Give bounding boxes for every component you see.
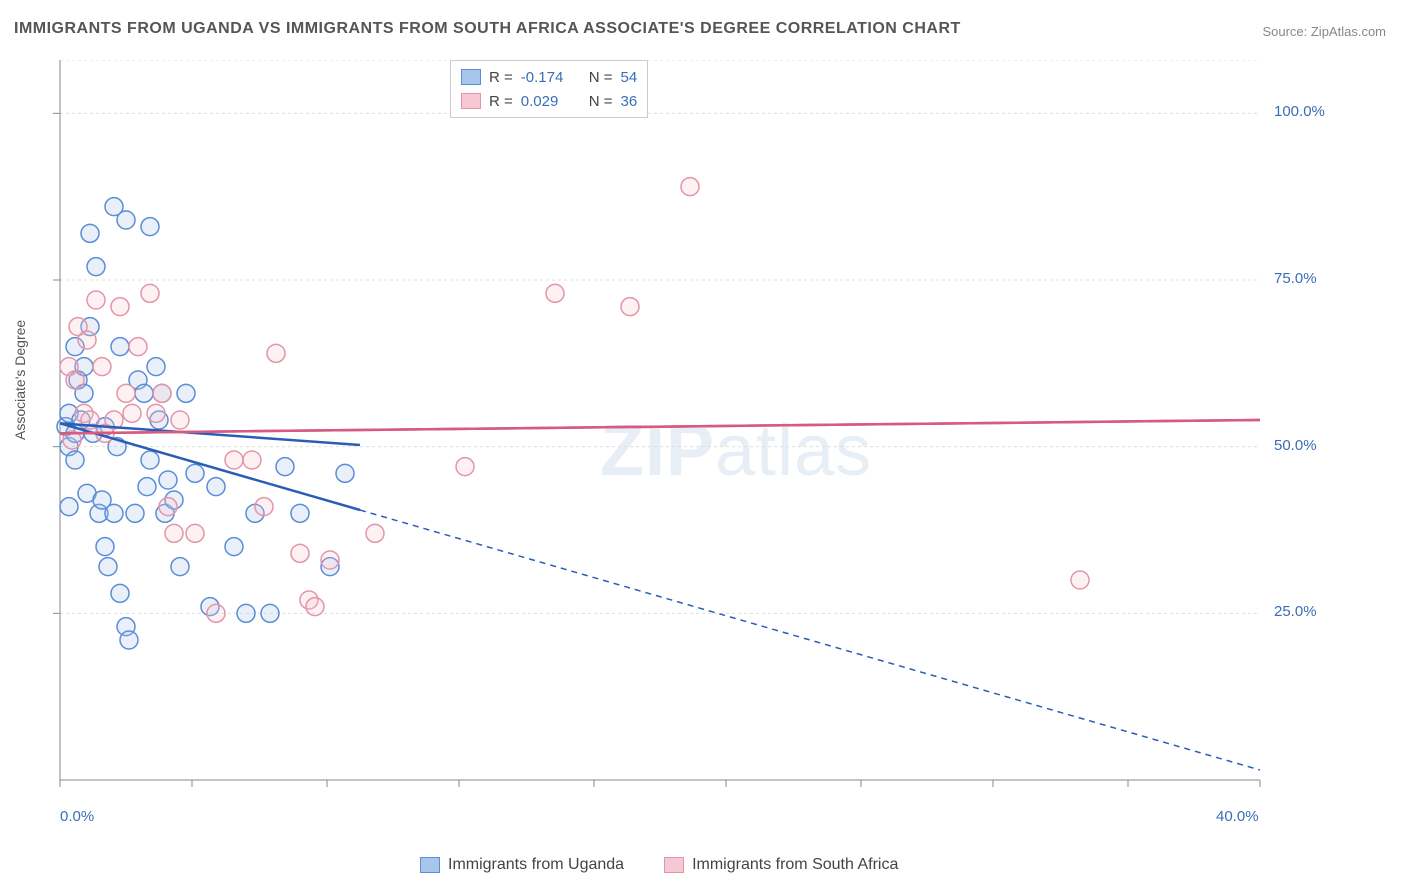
y-tick-label: 100.0%	[1274, 103, 1325, 120]
x-tick-label: 40.0%	[1216, 808, 1259, 825]
legend-swatch	[420, 857, 440, 873]
source-attribution: Source: ZipAtlas.com	[1262, 24, 1386, 39]
y-tick-label: 50.0%	[1274, 437, 1317, 454]
r-value: -0.174	[521, 69, 581, 86]
legend-swatch	[461, 69, 481, 85]
legend-label: Immigrants from South Africa	[692, 856, 898, 874]
legend-row: R = -0.174 N = 54	[461, 65, 637, 89]
y-tick-label: 75.0%	[1274, 270, 1317, 287]
chart-area	[50, 60, 1330, 820]
legend-label: Immigrants from Uganda	[448, 856, 624, 874]
legend-swatch	[664, 857, 684, 873]
y-tick-label: 25.0%	[1274, 603, 1317, 620]
legend-item: Immigrants from South Africa	[664, 856, 898, 874]
chart-container: IMMIGRANTS FROM UGANDA VS IMMIGRANTS FRO…	[0, 0, 1406, 892]
n-value: 36	[621, 93, 638, 110]
x-tick-label: 0.0%	[60, 808, 94, 825]
correlation-legend: R = -0.174 N = 54 R = 0.029 N = 36	[450, 60, 648, 118]
y-axis-label: Associate's Degree	[12, 320, 28, 440]
series-legend: Immigrants from Uganda Immigrants from So…	[420, 856, 898, 874]
scatter-plot	[50, 60, 1330, 820]
r-label: R =	[489, 93, 513, 110]
legend-row: R = 0.029 N = 36	[461, 89, 637, 113]
r-value: 0.029	[521, 93, 581, 110]
n-label: N =	[589, 93, 613, 110]
n-label: N =	[589, 69, 613, 86]
r-label: R =	[489, 69, 513, 86]
legend-swatch	[461, 93, 481, 109]
legend-item: Immigrants from Uganda	[420, 856, 624, 874]
n-value: 54	[621, 69, 638, 86]
chart-title: IMMIGRANTS FROM UGANDA VS IMMIGRANTS FRO…	[14, 20, 961, 38]
